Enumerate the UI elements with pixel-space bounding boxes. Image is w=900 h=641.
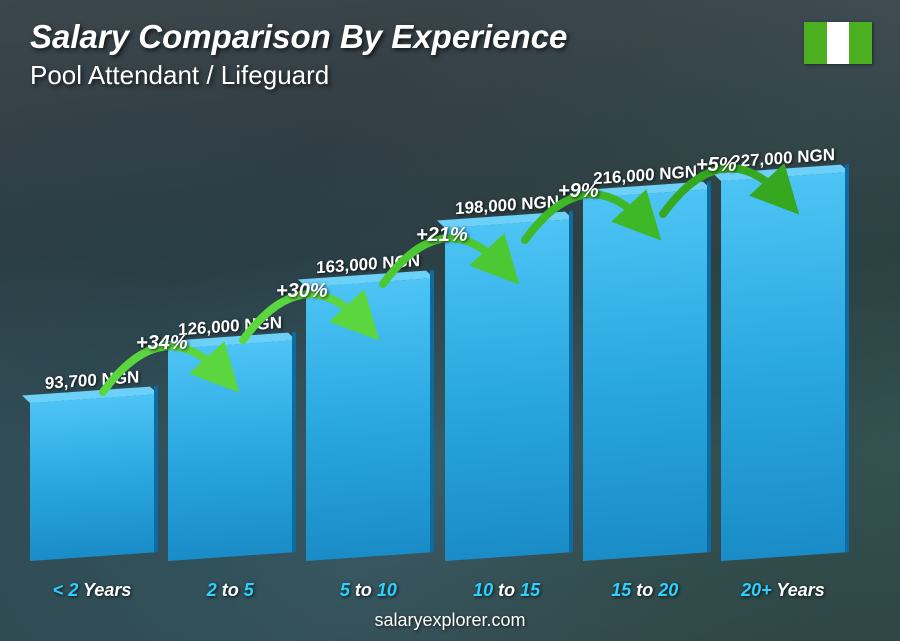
source-attribution: salaryexplorer.com [0,610,900,631]
bar: 227,000 NGN [721,172,845,561]
increment-pct-label: +5% [696,154,737,177]
bar: 126,000 NGN [168,340,292,561]
x-axis-label: 2 to 5 [168,580,292,601]
chart-area: 93,700 NGN126,000 NGN163,000 NGN198,000 … [30,120,845,561]
increment-pct-label: +21% [416,224,468,247]
bar: 93,700 NGN [30,394,154,561]
x-axis-label: 5 to 10 [306,580,430,601]
bar: 198,000 NGN [445,219,569,561]
bar-group: 216,000 NGN [583,198,707,561]
bar-value-label: 198,000 NGN [445,191,569,220]
x-axis-label: < 2 Years [30,580,154,601]
x-axis-labels: < 2 Years 2 to 5 5 to 10 10 to 15 15 to 2… [30,580,845,601]
bar-group: 126,000 NGN [168,349,292,561]
bar-group: 227,000 NGN [721,181,845,561]
increment-pct-label: +30% [276,280,328,303]
chart-title: Salary Comparison By Experience [30,18,870,56]
x-axis-label: 15 to 20 [583,580,707,601]
bar-group: 198,000 NGN [445,228,569,561]
bar: 216,000 NGN [583,189,707,561]
bar-value-label: 227,000 NGN [721,144,845,173]
header: Salary Comparison By Experience Pool Att… [30,18,870,91]
bar-value-label: 216,000 NGN [583,161,707,190]
bar: 163,000 NGN [306,278,430,561]
bar-value-label: 163,000 NGN [306,250,430,279]
x-axis-label: 10 to 15 [445,580,569,601]
increment-pct-label: +34% [136,332,188,355]
bar-group: 93,700 NGN [30,403,154,561]
x-axis-label: 20+ Years [721,580,845,601]
bar-group: 163,000 NGN [306,287,430,561]
increment-pct-label: +9% [558,180,599,203]
chart-subtitle: Pool Attendant / Lifeguard [30,60,870,91]
bar-value-label: 93,700 NGN [30,366,154,395]
